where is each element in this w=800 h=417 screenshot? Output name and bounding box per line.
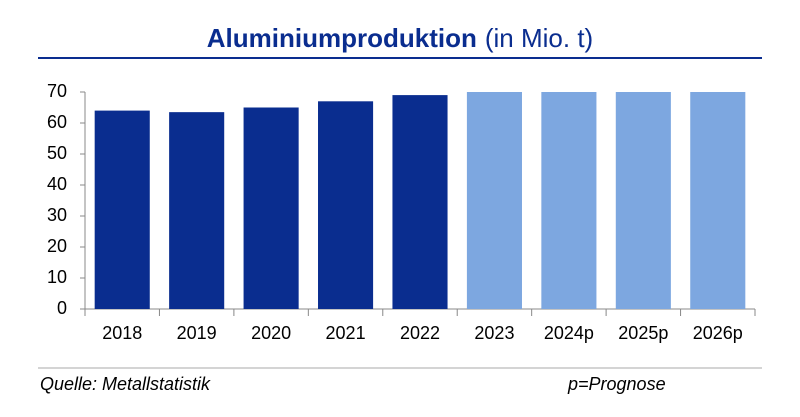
y-tick-label: 10 [47,267,67,287]
bar [466,92,522,309]
bar [94,110,150,309]
chart-title-unit: (in Mio. t) [485,23,593,53]
bar [169,112,225,310]
bar [243,107,299,309]
note: p=Prognose [567,374,666,394]
x-tick-label: 2018 [102,323,142,343]
y-tick-label: 0 [57,298,67,318]
x-tick-label: 2023 [474,323,514,343]
chart-title: Aluminiumproduktion [207,23,477,53]
x-tick-label: 2021 [326,323,366,343]
chart-title-group: Aluminiumproduktion (in Mio. t) [207,23,593,53]
y-tick-label: 50 [47,143,67,163]
x-tick-label: 2019 [177,323,217,343]
source: Quelle: Metallstatistik [40,374,211,394]
x-tick-label: 2022 [400,323,440,343]
y-tick-label: 70 [47,81,67,101]
x-tick-label: 2020 [251,323,291,343]
bar [318,101,374,309]
y-tick-label: 40 [47,174,67,194]
y-tick-label: 60 [47,112,67,132]
bar [541,92,597,309]
bar [690,92,746,309]
x-tick-label: 2024p [544,323,594,343]
y-tick-label: 30 [47,205,67,225]
bar [615,92,671,309]
x-tick-label: 2026p [693,323,743,343]
x-tick-label: 2025p [618,323,668,343]
bar [392,95,448,309]
y-tick-label: 20 [47,236,67,256]
